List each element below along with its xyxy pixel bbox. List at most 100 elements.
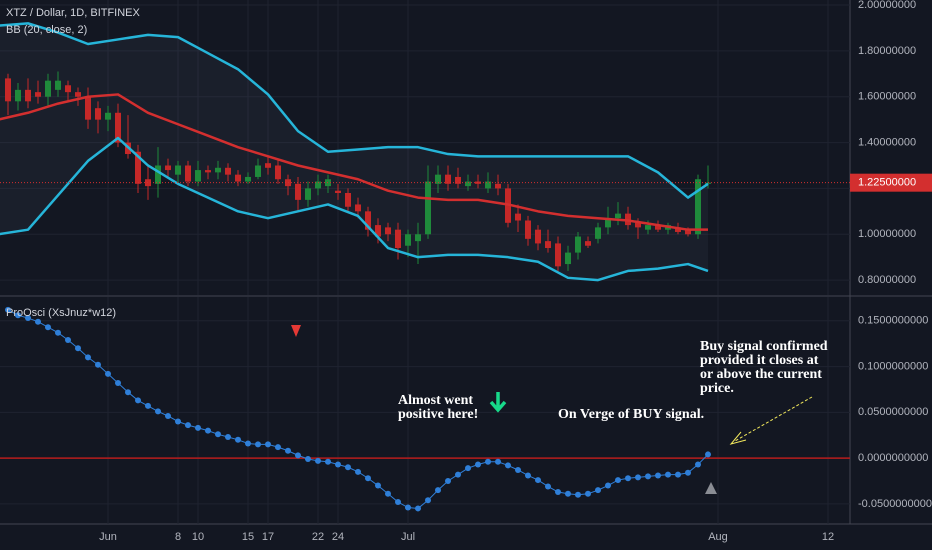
oscillator-dot bbox=[525, 472, 531, 479]
oscillator-dot bbox=[135, 397, 141, 404]
oscillator-dot bbox=[155, 408, 161, 415]
oscillator-dot bbox=[375, 482, 381, 489]
annotation: On Verge of BUY signal. bbox=[558, 407, 704, 422]
oscillator-dot bbox=[205, 427, 211, 434]
candle-body bbox=[105, 112, 111, 120]
oscillator-dot bbox=[635, 474, 641, 481]
y-tick-label: 0.0000000000 bbox=[858, 452, 928, 464]
oscillator-dot bbox=[705, 451, 711, 458]
pointer-arrow bbox=[734, 396, 813, 442]
x-tick-label: Jul bbox=[401, 531, 415, 543]
oscillator-dot bbox=[575, 491, 581, 498]
candle-body bbox=[55, 80, 61, 90]
oscillator-dot bbox=[595, 487, 601, 494]
oscillator-dot bbox=[265, 441, 271, 448]
oscillator-dot bbox=[65, 337, 71, 344]
candle-body bbox=[475, 181, 481, 184]
candle-body bbox=[25, 89, 31, 102]
oscillator-dot bbox=[145, 402, 151, 409]
candle-body bbox=[135, 151, 141, 184]
candle-body bbox=[415, 234, 421, 242]
candle-body bbox=[65, 85, 71, 93]
oscillator-dot bbox=[365, 475, 371, 482]
candle-body bbox=[365, 211, 371, 230]
y-tick-label: 0.0500000000 bbox=[858, 406, 928, 418]
candle-body bbox=[595, 227, 601, 239]
oscillator-dot bbox=[545, 483, 551, 490]
oscillator-dot bbox=[115, 380, 121, 387]
candle-body bbox=[435, 174, 441, 184]
candle-body bbox=[615, 213, 621, 219]
y-tick-label: 2.00000000 bbox=[858, 0, 916, 11]
oscillator-dot bbox=[485, 458, 491, 465]
annotation: provided it closes at bbox=[700, 353, 819, 368]
indicator-label: BB (20, close, 2) bbox=[6, 24, 87, 36]
oscillator-dot bbox=[645, 473, 651, 480]
x-tick-label: Jun bbox=[99, 531, 117, 543]
oscillator-dot bbox=[245, 440, 251, 447]
oscillator-dot bbox=[685, 469, 691, 476]
oscillator-dot bbox=[605, 482, 611, 489]
sell-marker bbox=[291, 325, 301, 337]
y-tick-label: 1.60000000 bbox=[858, 91, 916, 103]
oscillator-dot bbox=[125, 389, 131, 396]
candle-body bbox=[5, 78, 11, 102]
oscillator-dot bbox=[325, 458, 331, 465]
last-price-tag bbox=[850, 173, 932, 192]
oscillator-dot bbox=[25, 315, 31, 322]
candle-body bbox=[115, 112, 121, 143]
candle-body bbox=[35, 92, 41, 97]
candle-body bbox=[385, 227, 391, 235]
price-axis-bg bbox=[850, 0, 932, 550]
oscillator-dot bbox=[35, 318, 41, 325]
down-arrow bbox=[489, 392, 507, 413]
oscillator-dot bbox=[95, 361, 101, 368]
candle-body bbox=[525, 220, 531, 239]
oscillator-dot bbox=[85, 354, 91, 361]
x-tick-label: 12 bbox=[822, 531, 834, 543]
candle-body bbox=[455, 176, 461, 184]
candle-body bbox=[695, 179, 701, 235]
oscillator-dot bbox=[45, 324, 51, 331]
oscillator-dot bbox=[495, 458, 501, 465]
annotation: positive here! bbox=[398, 407, 478, 422]
candle-body bbox=[585, 241, 591, 246]
band-fill bbox=[0, 23, 708, 281]
oscillator-dot bbox=[275, 444, 281, 451]
oscillator-dot bbox=[195, 424, 201, 431]
oscillator-dot bbox=[555, 488, 561, 495]
oscillator-dot bbox=[535, 477, 541, 484]
y-tick-label: 1.80000000 bbox=[858, 45, 916, 57]
candle-body bbox=[235, 174, 241, 182]
candle-body bbox=[195, 170, 201, 182]
candle-body bbox=[375, 225, 381, 237]
candle-body bbox=[535, 229, 541, 244]
candle-body bbox=[395, 229, 401, 249]
oscillator-dot bbox=[425, 497, 431, 504]
oscillator-dot bbox=[475, 461, 481, 468]
pointer-head bbox=[729, 431, 747, 445]
candle-body bbox=[335, 190, 341, 193]
oscillator-dot bbox=[15, 312, 21, 319]
oscillator-dot bbox=[345, 464, 351, 471]
oscillator-dot bbox=[565, 490, 571, 497]
candle-body bbox=[245, 176, 251, 182]
oscillator-dot bbox=[695, 461, 701, 468]
candle-body bbox=[635, 222, 641, 228]
oscillator-dot bbox=[405, 504, 411, 511]
candle-body bbox=[15, 89, 21, 102]
oscillator-dot bbox=[225, 434, 231, 441]
candle-body bbox=[425, 181, 431, 235]
candle-body bbox=[255, 165, 261, 177]
oscillator-dot bbox=[215, 431, 221, 438]
candle-body bbox=[85, 96, 91, 120]
y-tick-label: 0.1500000000 bbox=[858, 315, 928, 327]
candle-body bbox=[405, 234, 411, 246]
oscillator-dot bbox=[165, 412, 171, 419]
oscillator-dot bbox=[105, 370, 111, 377]
candle-body bbox=[545, 241, 551, 249]
bollinger-band bbox=[0, 136, 709, 282]
oscillator-dot bbox=[415, 505, 421, 512]
oscillator-dot bbox=[515, 466, 521, 473]
